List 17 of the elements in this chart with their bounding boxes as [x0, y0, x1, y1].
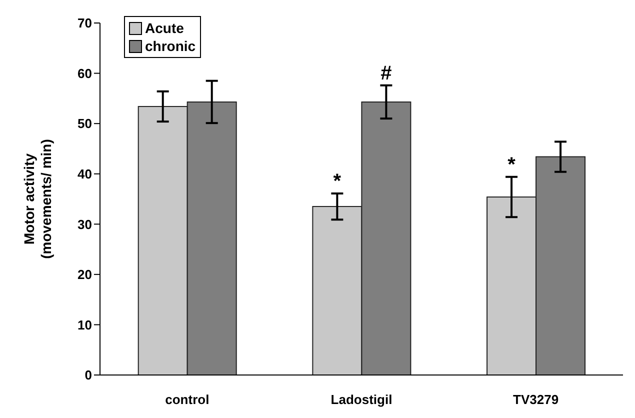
y-tick-label: 70 [78, 16, 92, 31]
annotation: * [508, 154, 516, 176]
y-tick-label: 30 [78, 216, 92, 232]
x-tick-label: TV3279 [513, 392, 559, 408]
legend-label: Acute [145, 19, 184, 37]
annotation: * [333, 170, 342, 192]
y-tick-label: 40 [78, 166, 92, 182]
y-axis-title: Motor activity (movements/ min) [21, 139, 54, 259]
y-tick-label: 60 [78, 66, 92, 81]
x-tick-label: control [165, 392, 210, 408]
legend-label: chronic [145, 37, 196, 55]
annotation: # [380, 62, 392, 84]
y-tick-label: 20 [78, 267, 92, 282]
x-tick-label: Ladostigil [330, 392, 392, 408]
y-tick-label: 0 [84, 368, 92, 383]
y-tick-label: 10 [78, 317, 92, 332]
y-tick-label: 50 [78, 116, 92, 132]
